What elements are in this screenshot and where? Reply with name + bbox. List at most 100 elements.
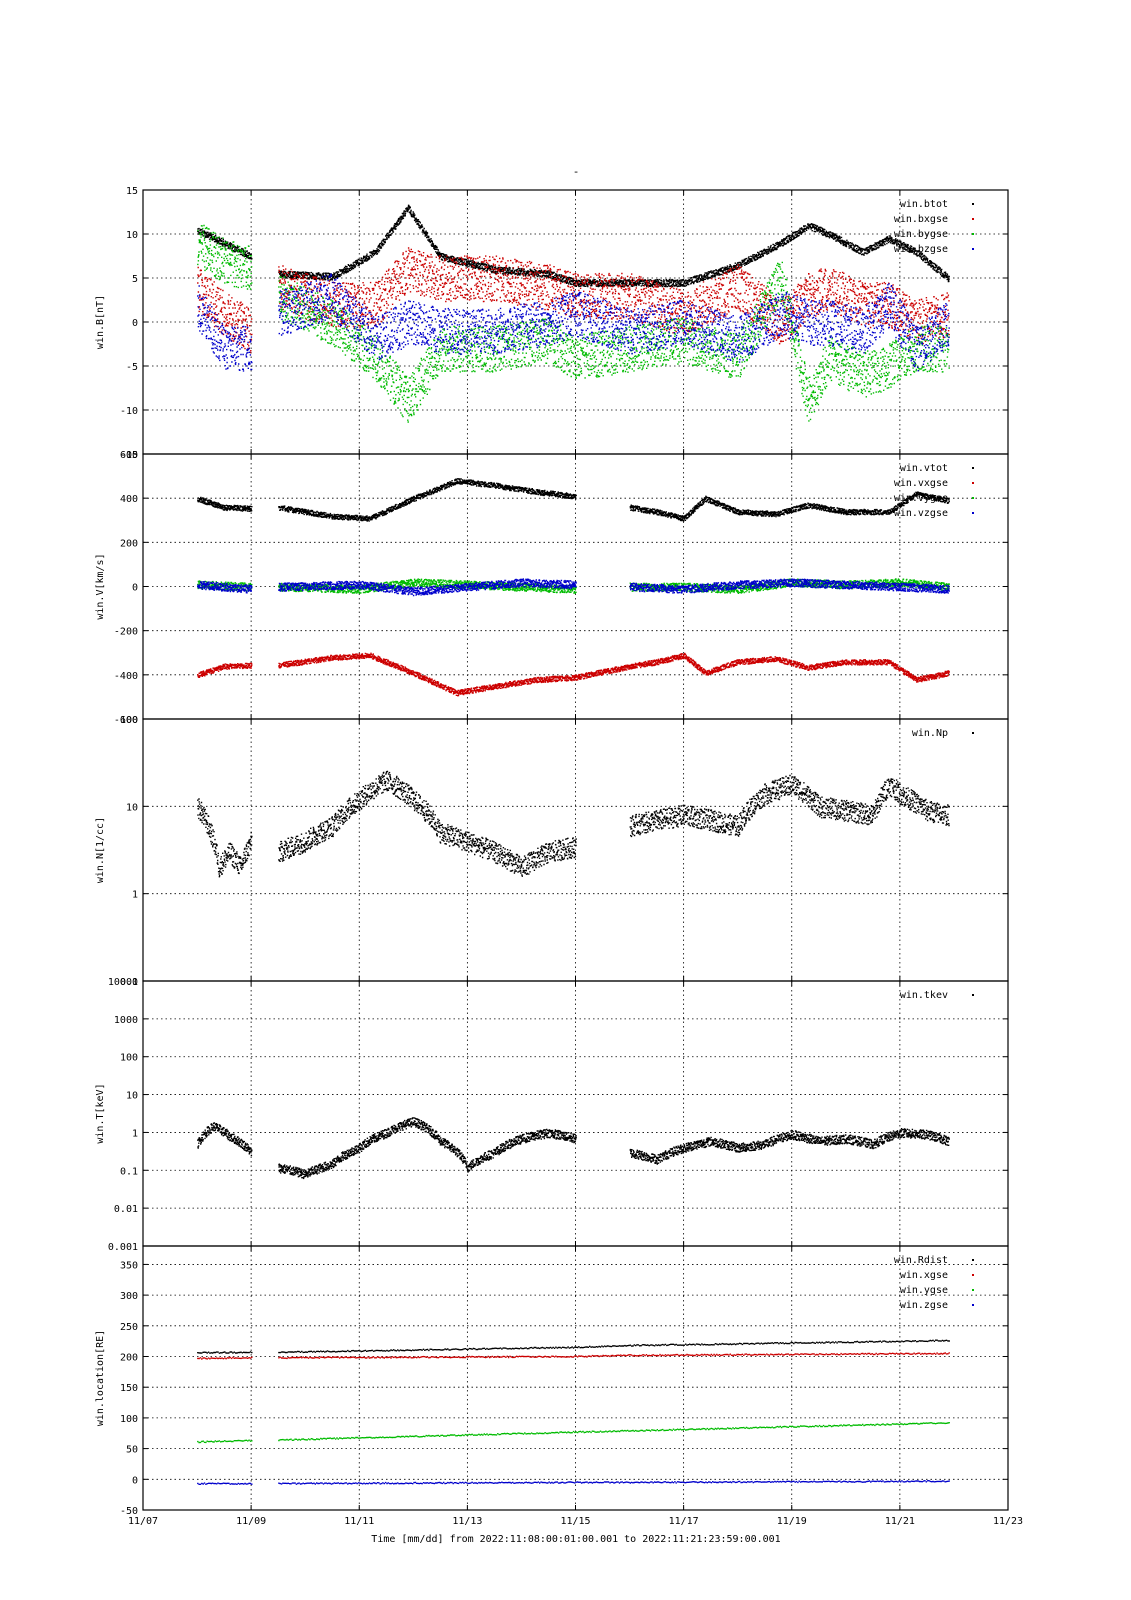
series-scatter-points <box>197 770 950 878</box>
series-win-xgse <box>197 1352 950 1360</box>
legend-marker <box>972 203 974 205</box>
y-axis-label: win.B[nT] <box>95 295 106 349</box>
y-tick-label: 10000 <box>108 977 138 988</box>
series-scatter-points <box>197 652 950 697</box>
time-range-label: Time [mm/dd] from 2022:11:08:00:01:00.00… <box>371 1534 780 1545</box>
legend-label: win.vygse <box>894 493 948 504</box>
figure-title: - <box>573 165 580 178</box>
y-tick-label: 50 <box>126 1445 138 1456</box>
legend-label: win.xgse <box>900 1270 948 1281</box>
y-tick-label: 1000 <box>114 1015 138 1026</box>
y-tick-label: 200 <box>120 1353 138 1364</box>
y-tick-label: 150 <box>120 1383 138 1394</box>
series-win-vxgse <box>197 652 950 697</box>
series-scatter-points <box>197 478 950 522</box>
series-win-vtot <box>197 478 950 522</box>
data-layer <box>197 204 950 423</box>
x-tick-label: 11/07 <box>128 1516 158 1527</box>
x-tick-label: 11/09 <box>236 1516 266 1527</box>
y-tick-label: 0 <box>132 583 138 594</box>
panel-5: -50 0 50 100 150 200 250 300 350 win.location[RE]… <box>95 1245 1009 1517</box>
y-tick-label: 5 <box>132 274 138 285</box>
series-scatter-points <box>197 1422 950 1444</box>
y-tick-label: 400 <box>120 494 138 505</box>
y-tick-label: 100 <box>120 715 138 726</box>
panel-2: -600 -400 -200 0 200 400 600 win.V[km/s] win.vto… <box>95 450 1009 726</box>
x-tick-label: 11/23 <box>993 1516 1023 1527</box>
time-axis: 11/07 11/09 11/11 11/13 11/15 11/17 11/19 11/21… <box>128 1516 1023 1527</box>
legend-label: win.zgse <box>900 1300 948 1311</box>
series-win-bygse <box>197 224 950 423</box>
legend-label: win.ygse <box>900 1285 948 1296</box>
series-win-bzgse <box>197 273 950 372</box>
legend-marker <box>972 233 974 235</box>
legend-label: win.bygse <box>894 229 948 240</box>
y-tick-label: 0 <box>132 1475 138 1486</box>
y-tick-label: 0.1 <box>120 1166 138 1177</box>
legend-label: win.bxgse <box>894 214 948 225</box>
y-tick-label: -15 <box>120 450 138 461</box>
y-tick-label: 300 <box>120 1291 138 1302</box>
legend-label: win.bzgse <box>894 244 948 255</box>
legend-marker <box>972 512 974 514</box>
legend-label: win.vzgse <box>894 508 948 519</box>
y-tick-label: 600 <box>120 450 138 461</box>
legend-label: win.Np <box>912 728 948 739</box>
series-scatter-points <box>197 1480 950 1485</box>
legend-marker <box>972 218 974 220</box>
x-tick-label: 11/21 <box>885 1516 915 1527</box>
legend-label: win.tkev <box>900 990 948 1001</box>
legend-marker <box>972 482 974 484</box>
series-win-Rdist <box>197 1339 950 1354</box>
panel-stack: -15-10-5051015win.B[nT]win.btotwin.bxgse… <box>95 186 1009 1517</box>
legend-label: win.Rdist <box>894 1255 948 1266</box>
y-tick-label: 15 <box>126 186 138 197</box>
y-axis-label: win.N[1/cc] <box>95 817 106 883</box>
x-tick-label: 11/11 <box>344 1516 374 1527</box>
data-layer <box>197 1339 950 1485</box>
y-tick-label: 0.1 <box>120 977 138 988</box>
legend-marker <box>972 732 974 734</box>
panel-1: -15 -10 -5 0 5 10 15 win.B[nT] win.btot win.bxgse… <box>95 186 1009 461</box>
series-scatter-points <box>197 273 950 372</box>
panel-3: 0.1 1 10 100 win.N[1/cc] win.Np <box>95 715 1009 988</box>
x-tick-label: 11/19 <box>777 1516 807 1527</box>
x-tick-label: 11/15 <box>560 1516 590 1527</box>
series-win-zgse <box>197 1480 950 1485</box>
legend-marker <box>972 1304 974 1306</box>
series-win-Np <box>197 770 950 878</box>
legend-label: win.vxgse <box>894 478 948 489</box>
x-tick-label: 11/13 <box>452 1516 482 1527</box>
series-scatter-points <box>197 224 950 423</box>
y-axis-label: win.T[keV] <box>95 1083 106 1143</box>
legend-label: win.btot <box>900 199 948 210</box>
y-axis-label: win.location[RE] <box>95 1330 106 1426</box>
y-axis-label: win.V[km/s] <box>95 553 106 619</box>
legend-marker <box>972 1289 974 1291</box>
y-tick-label: 10 <box>126 230 138 241</box>
y-tick-label: 250 <box>120 1322 138 1333</box>
legend-marker <box>972 497 974 499</box>
y-tick-label: -10 <box>120 406 138 417</box>
data-layer <box>197 770 950 878</box>
series-scatter-points <box>197 1339 950 1354</box>
y-tick-label: 200 <box>120 538 138 549</box>
y-tick-label: 100 <box>120 1053 138 1064</box>
legend-marker <box>972 1259 974 1261</box>
series-scatter-points <box>197 1352 950 1360</box>
y-tick-label: 1 <box>132 1128 138 1139</box>
y-tick-label: -600 <box>114 715 138 726</box>
y-tick-label: 10 <box>126 802 138 813</box>
series-win-bxgse <box>197 247 950 354</box>
legend-marker <box>972 467 974 469</box>
x-tick-label: 11/17 <box>669 1516 699 1527</box>
series-scatter-points <box>197 578 950 597</box>
y-tick-label: -400 <box>114 671 138 682</box>
legend-label: win.vtot <box>900 463 948 474</box>
legend-marker <box>972 248 974 250</box>
y-tick-label: 350 <box>120 1260 138 1271</box>
y-tick-label: -50 <box>120 1506 138 1517</box>
series-win-ygse <box>197 1422 950 1444</box>
y-tick-label: 10 <box>126 1091 138 1102</box>
